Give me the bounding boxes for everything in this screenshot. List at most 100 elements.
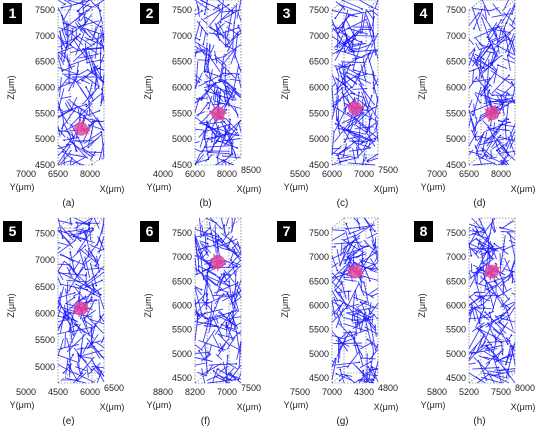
fiber-segment xyxy=(200,312,209,321)
fiber-segment xyxy=(57,56,63,73)
panel-number-badge: 4 xyxy=(414,3,433,24)
fiber-segment xyxy=(503,244,516,251)
fiber-node xyxy=(492,245,494,248)
fiber-segment xyxy=(334,105,349,131)
fiber-segment xyxy=(57,312,70,329)
fiber-node xyxy=(480,303,483,306)
fiber-segment xyxy=(487,125,498,146)
fiber-segment xyxy=(220,295,235,298)
fiber-segment xyxy=(78,53,99,59)
fiber-segment xyxy=(359,0,373,8)
fiber-node xyxy=(479,101,482,104)
fiber-node xyxy=(204,146,206,149)
fiber-segment xyxy=(509,137,516,149)
fiber-node xyxy=(470,352,473,355)
fiber-segment xyxy=(374,46,379,60)
fiber-segment xyxy=(331,131,335,156)
fiber-segment xyxy=(359,13,364,35)
fiber-node xyxy=(488,37,490,39)
fiber-segment xyxy=(85,50,93,70)
fiber-segment xyxy=(472,103,491,112)
z-tick-label: 7500 xyxy=(446,228,466,238)
fiber-segment xyxy=(61,73,80,76)
fiber-segment xyxy=(202,32,207,45)
fiber-segment xyxy=(79,249,86,270)
fiber-segment xyxy=(347,27,369,35)
fiber-node xyxy=(198,315,201,317)
fiber-segment xyxy=(194,74,202,81)
fiber-segment xyxy=(331,103,337,120)
fiber-segment xyxy=(66,20,88,38)
fiber-segment xyxy=(205,275,209,298)
fiber-node xyxy=(95,284,98,287)
fiber-segment xyxy=(368,104,379,119)
fiber-segment xyxy=(485,344,491,353)
fiber-segment xyxy=(331,9,355,16)
fiber-segment xyxy=(224,82,230,107)
fiber-segment xyxy=(87,130,93,146)
fiber-segment xyxy=(500,275,513,287)
fiber-segment xyxy=(222,367,235,380)
fiber-segment xyxy=(225,355,229,375)
fiber-node xyxy=(207,101,210,104)
fiber-segment xyxy=(207,53,221,72)
fiber-segment xyxy=(65,357,69,376)
fiber-node xyxy=(343,276,346,279)
fiber-segment xyxy=(468,130,478,147)
fiber-segment xyxy=(368,139,372,148)
fiber-segment xyxy=(471,322,485,332)
fiber-segment xyxy=(495,311,509,318)
fiber-segment xyxy=(84,42,88,64)
y-tick-label: 7000 xyxy=(427,169,447,179)
fiber-segment xyxy=(361,12,366,35)
fiber-node xyxy=(217,368,220,371)
fiber-segment xyxy=(233,63,240,91)
fiber-segment xyxy=(482,57,499,74)
fiber-segment xyxy=(204,353,212,360)
fiber-node xyxy=(335,372,338,375)
fiber-segment xyxy=(76,346,96,350)
fiber-segment xyxy=(205,83,224,103)
fiber-segment xyxy=(477,57,498,73)
fiber-segment xyxy=(486,288,502,299)
fiber-node xyxy=(78,19,81,21)
fiber-segment xyxy=(372,78,379,89)
fiber-segment xyxy=(487,241,490,258)
fiber-node xyxy=(475,64,478,67)
fiber-segment xyxy=(345,329,369,338)
z-axis-label: Z(μm) xyxy=(280,75,290,99)
fiber-segment xyxy=(337,321,353,338)
fiber-segment xyxy=(58,36,78,48)
fiber-node xyxy=(211,59,214,61)
fiber-segment xyxy=(215,139,238,149)
fiber-segment xyxy=(468,47,476,56)
fiber-segment xyxy=(71,157,86,166)
fiber-node xyxy=(200,288,203,291)
fiber-segment xyxy=(202,316,211,342)
fiber-segment xyxy=(335,123,357,135)
fiber-node xyxy=(489,62,492,64)
fiber-node xyxy=(235,128,238,131)
fiber-node xyxy=(473,27,475,30)
fiber-segment xyxy=(338,330,351,351)
fiber-segment xyxy=(339,240,350,267)
fiber-segment xyxy=(194,48,206,53)
fiber-segment xyxy=(495,322,509,341)
fiber-segment xyxy=(511,292,516,296)
fiber-segment xyxy=(359,246,377,272)
fiber-node xyxy=(366,338,369,341)
fiber-segment xyxy=(225,117,237,131)
fiber-segment xyxy=(89,262,97,286)
fiber-segment xyxy=(365,14,375,35)
grid-line xyxy=(194,319,208,330)
fiber-segment xyxy=(360,276,362,291)
fiber-node xyxy=(201,96,204,99)
fiber-segment xyxy=(479,329,493,348)
fiber-segment xyxy=(67,0,91,8)
fiber-segment xyxy=(82,298,96,323)
fiber-node xyxy=(362,227,365,230)
fiber-node xyxy=(346,256,349,258)
fiber-segment xyxy=(82,309,96,320)
fiber-segment xyxy=(198,121,212,124)
